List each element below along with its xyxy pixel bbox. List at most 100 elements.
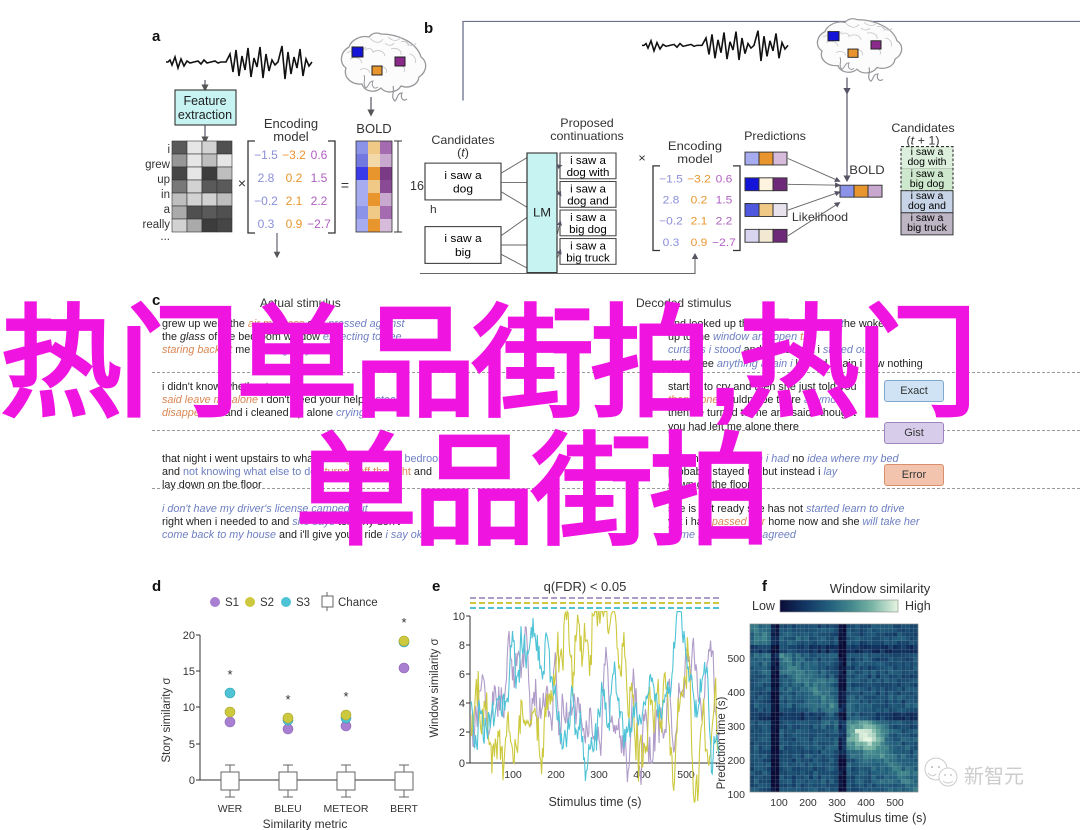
svg-text:LM: LM [533,206,551,219]
svg-text:model: model [677,153,712,166]
svg-text:BOLD: BOLD [849,164,884,177]
svg-text:BLEU: BLEU [274,803,301,815]
svg-text:q(FDR) < 0.05: q(FDR) < 0.05 [544,579,627,594]
svg-text:really: really [143,219,171,231]
svg-text:i saw a: i saw a [444,234,482,245]
svg-text:10: 10 [453,611,465,623]
svg-text:10: 10 [183,702,195,714]
svg-text:0: 0 [459,758,465,770]
svg-text:h: h [430,204,437,215]
svg-text:S2: S2 [260,597,274,609]
svg-text:Stimulus time (s): Stimulus time (s) [833,811,926,825]
svg-text:100: 100 [504,769,522,781]
svg-text:400: 400 [857,797,875,809]
svg-text:big truck: big truck [566,253,610,264]
svg-text:*: * [227,667,232,682]
svg-text:*: * [401,615,406,630]
svg-text:dog: dog [453,184,473,195]
svg-text:0.9: 0.9 [286,217,303,231]
svg-text:=: = [341,177,349,193]
svg-text:0.9: 0.9 [691,237,708,248]
svg-text:i saw a: i saw a [911,147,944,158]
svg-text:(t + 1): (t + 1) [907,134,940,147]
svg-text:*: * [285,692,290,707]
svg-text:BERT: BERT [390,803,418,815]
svg-text:i saw a: i saw a [444,170,482,181]
svg-text:2.1: 2.1 [286,194,303,208]
svg-text:0.3: 0.3 [258,217,275,231]
svg-text:METEOR: METEOR [324,803,369,815]
svg-text:big dog: big dog [910,179,944,190]
svg-text:Chance: Chance [338,597,378,609]
svg-text:Window similarity: Window similarity [830,581,931,596]
svg-text:100: 100 [727,789,745,801]
svg-text:Window similarity σ: Window similarity σ [429,638,441,737]
svg-text:2.1: 2.1 [691,216,708,227]
svg-text:Likelihood: Likelihood [792,211,848,224]
svg-text:dog and: dog and [908,201,946,212]
svg-text:...: ... [160,231,170,243]
svg-text:−1.5: −1.5 [659,174,683,185]
svg-text:8: 8 [459,640,465,652]
svg-text:100: 100 [770,797,788,809]
svg-text:−3.2: −3.2 [282,148,306,162]
svg-text:i saw a: i saw a [911,169,944,180]
svg-text:Candidates: Candidates [431,133,494,146]
svg-text:400: 400 [727,687,745,699]
svg-text:WER: WER [218,803,243,815]
svg-text:0.6: 0.6 [716,174,733,185]
svg-text:−3.2: −3.2 [687,174,711,185]
svg-text:−0.2: −0.2 [254,194,278,208]
svg-text:dog with: dog with [907,157,946,168]
svg-text:a: a [164,204,171,216]
svg-text:200: 200 [547,769,565,781]
svg-text:extraction: extraction [178,108,232,122]
svg-text:200: 200 [799,797,817,809]
svg-text:1.5: 1.5 [311,171,328,185]
svg-text:2.2: 2.2 [716,216,733,227]
svg-text:2.8: 2.8 [258,171,275,185]
svg-text:−1.5: −1.5 [254,148,278,162]
svg-text:big: big [455,247,471,258]
svg-text:(t): (t) [457,146,469,159]
svg-text:0.6: 0.6 [311,148,328,162]
svg-text:i saw a: i saw a [911,191,944,202]
svg-text:Prediction time (s): Prediction time (s) [716,697,728,790]
svg-text:Story similarity σ: Story similarity σ [161,677,173,762]
svg-text:i saw a: i saw a [570,184,607,195]
svg-text:−2.7: −2.7 [307,217,331,231]
svg-text:continuations: continuations [550,130,624,143]
svg-text:S3: S3 [296,597,310,609]
svg-text:1.5: 1.5 [716,195,733,206]
svg-text:grew: grew [145,159,171,171]
svg-text:dog and: dog and [567,196,609,207]
svg-text:big truck: big truck [907,224,948,235]
svg-text:20: 20 [183,630,195,642]
svg-text:×: × [638,152,646,165]
svg-text:200: 200 [727,755,745,767]
svg-text:Feature: Feature [183,94,226,108]
svg-text:0: 0 [189,775,195,787]
svg-text:Low: Low [752,599,776,613]
svg-text:2: 2 [459,727,465,739]
svg-text:Candidates: Candidates [891,121,954,134]
svg-text:Proposed: Proposed [560,117,613,130]
svg-text:300: 300 [590,769,608,781]
svg-text:Similarity metric: Similarity metric [263,817,348,830]
svg-text:15: 15 [183,666,195,678]
svg-text:BOLD: BOLD [356,121,391,136]
svg-text:S1: S1 [225,597,239,609]
svg-text:0.2: 0.2 [691,195,708,206]
svg-text:i: i [167,144,170,156]
svg-text:−0.2: −0.2 [659,216,683,227]
svg-text:Stimulus time (s): Stimulus time (s) [548,795,641,809]
svg-text:i saw a: i saw a [570,212,607,223]
svg-text:4: 4 [459,698,465,710]
svg-text:2.8: 2.8 [663,195,680,206]
svg-text:×: × [238,175,246,191]
svg-text:5: 5 [189,739,195,751]
svg-text:300: 300 [727,721,745,733]
svg-text:model: model [273,129,309,144]
svg-text:big dog: big dog [569,224,607,235]
svg-text:0.3: 0.3 [663,237,680,248]
